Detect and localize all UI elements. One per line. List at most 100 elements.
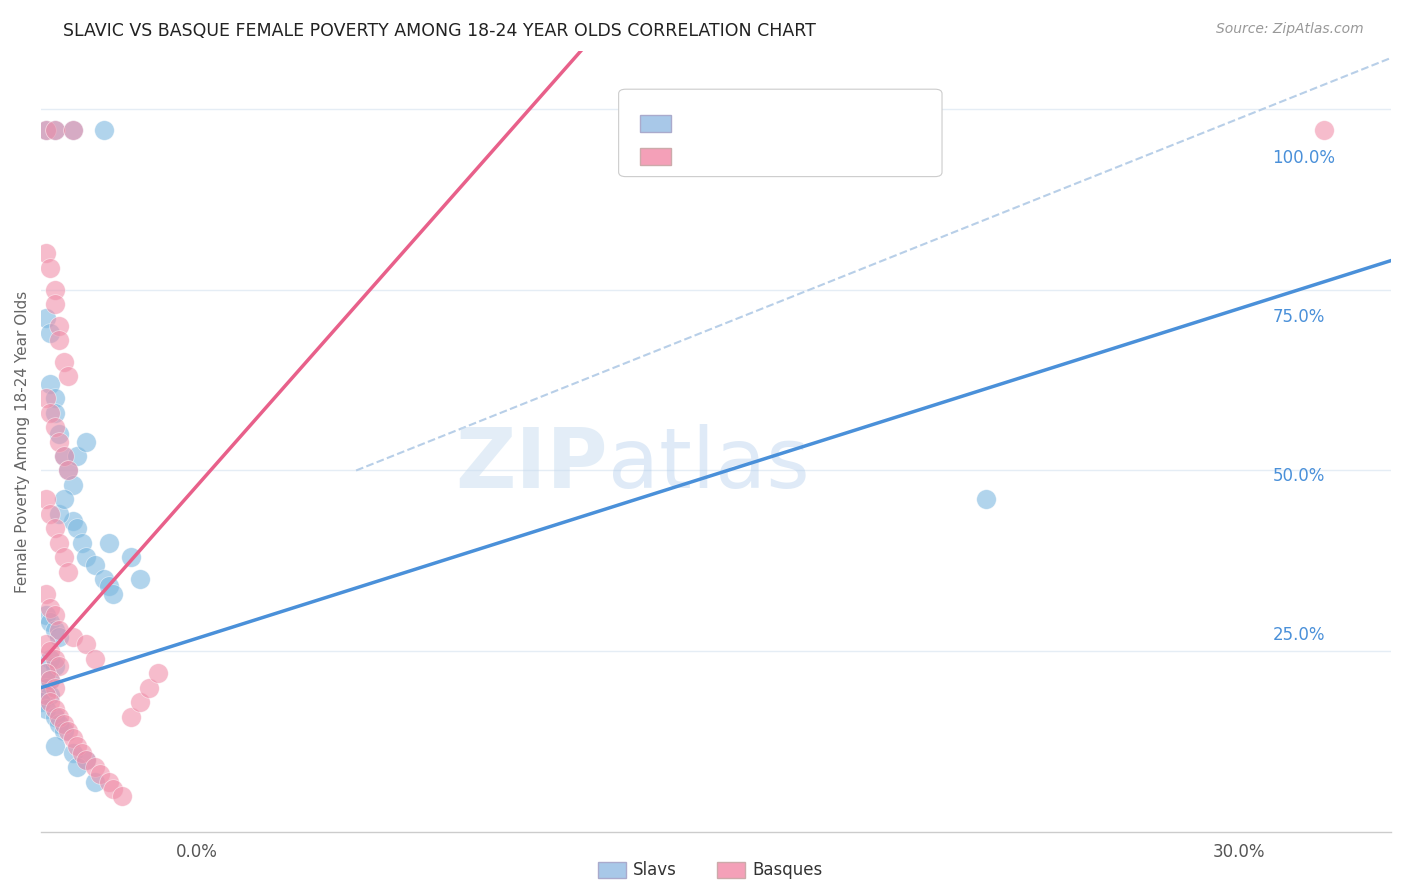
Point (48, 536, 70, 550)
Point (39, 644, 62, 658)
Point (44, 651, 66, 665)
Point (70, 536, 93, 550)
Point (44, 283, 66, 297)
Point (44, 297, 66, 311)
Text: 25.0%: 25.0% (1272, 626, 1324, 644)
Point (70, 746, 93, 760)
Text: ZIP: ZIP (456, 425, 607, 506)
Point (62, 123, 84, 137)
Point (48, 333, 70, 347)
Point (30, 695, 52, 709)
Point (34, 608, 56, 623)
Point (120, 550, 142, 565)
Point (93, 572, 115, 586)
Point (56, 724, 79, 739)
Point (138, 681, 160, 695)
Point (34, 246, 56, 260)
Point (52, 492, 75, 507)
Point (39, 695, 62, 709)
Point (44, 702, 66, 716)
Text: 0.0%: 0.0% (176, 843, 218, 861)
Point (111, 789, 134, 804)
Point (44, 659, 66, 673)
Point (48, 427, 70, 442)
Point (39, 326, 62, 340)
Point (52, 449, 75, 463)
Point (97, 536, 120, 550)
Point (84, 774, 107, 789)
Y-axis label: Female Poverty Among 18-24 Year Olds: Female Poverty Among 18-24 Year Olds (15, 291, 30, 592)
Point (34, 688, 56, 702)
Point (129, 695, 152, 709)
Text: Source: ZipAtlas.com: Source: ZipAtlas.com (1216, 22, 1364, 37)
Point (44, 739, 66, 753)
Point (97, 774, 120, 789)
Point (34, 391, 56, 405)
Point (48, 709, 70, 723)
Text: 30.0%: 30.0% (1213, 843, 1265, 861)
Point (66, 760, 89, 774)
Point (34, 311, 56, 326)
Text: R = 0.579   N = 57: R = 0.579 N = 57 (679, 145, 849, 163)
Point (44, 623, 66, 637)
Point (48, 659, 70, 673)
Point (34, 637, 56, 651)
Point (56, 565, 79, 579)
Point (56, 463, 79, 477)
Text: 50.0%: 50.0% (1272, 467, 1324, 485)
Point (44, 420, 66, 434)
Point (44, 521, 66, 535)
Point (34, 666, 56, 681)
Point (39, 651, 62, 665)
Text: SLAVIC VS BASQUE FEMALE POVERTY AMONG 18-24 YEAR OLDS CORRELATION CHART: SLAVIC VS BASQUE FEMALE POVERTY AMONG 18… (63, 22, 815, 40)
Point (52, 550, 75, 565)
Point (56, 369, 79, 384)
Point (62, 630, 84, 644)
Point (44, 123, 66, 137)
Point (84, 558, 107, 572)
Point (39, 688, 62, 702)
Point (39, 673, 62, 688)
Point (44, 608, 66, 623)
Point (84, 760, 107, 774)
Point (39, 601, 62, 615)
Point (75, 753, 97, 767)
Point (48, 623, 70, 637)
Point (62, 731, 84, 746)
Point (75, 753, 97, 767)
Point (129, 572, 152, 586)
Point (34, 123, 56, 137)
Point (48, 507, 70, 521)
Text: 100.0%: 100.0% (1272, 149, 1336, 167)
Point (146, 666, 169, 681)
Point (34, 123, 56, 137)
Text: R = 0.414   N = 28: R = 0.414 N = 28 (679, 112, 849, 130)
Point (39, 673, 62, 688)
Point (66, 521, 89, 535)
Point (48, 630, 70, 644)
Text: 75.0%: 75.0% (1272, 308, 1324, 326)
Point (97, 579, 120, 593)
Point (39, 615, 62, 630)
Text: Slavs: Slavs (633, 861, 676, 879)
Point (62, 514, 84, 528)
Point (62, 123, 84, 137)
Point (66, 739, 89, 753)
Point (974, 492, 997, 507)
Text: atlas: atlas (607, 425, 810, 506)
Point (52, 724, 75, 739)
Point (44, 123, 66, 137)
Point (1312, 123, 1334, 137)
Point (39, 406, 62, 420)
Point (34, 492, 56, 507)
Point (52, 355, 75, 369)
Point (101, 586, 124, 600)
Text: Basques: Basques (752, 861, 823, 879)
Point (48, 716, 70, 731)
Point (84, 651, 107, 665)
Point (39, 507, 62, 521)
Point (75, 550, 97, 565)
Point (39, 376, 62, 391)
Point (44, 709, 66, 723)
Point (44, 391, 66, 405)
